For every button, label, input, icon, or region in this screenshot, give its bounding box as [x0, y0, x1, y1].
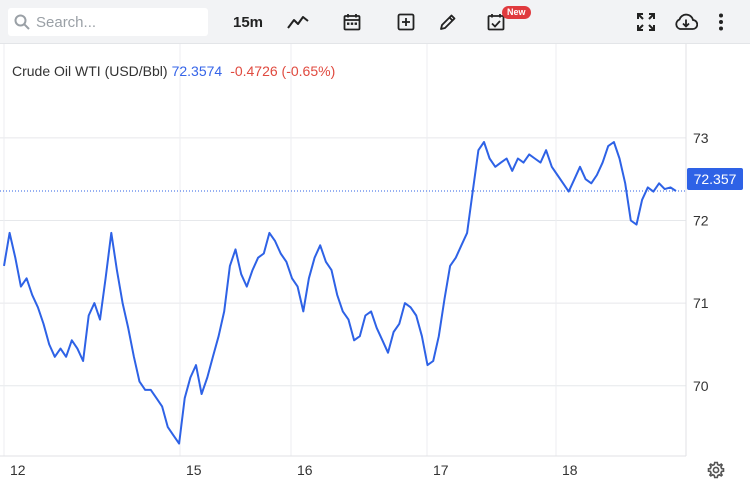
y-tick-label: 71 [693, 295, 709, 311]
events-button[interactable] [482, 8, 510, 36]
price-change: -0.4726 (-0.65%) [230, 63, 336, 79]
add-indicator-icon [397, 13, 415, 31]
symbol-name: Crude Oil WTI (USD/Bbl) [12, 63, 168, 79]
cloud-download-icon [675, 13, 698, 30]
current-price-tag: 72.357 [687, 168, 743, 190]
y-tick-label: 72 [693, 212, 709, 228]
chart-toolbar: 15m New [0, 0, 750, 44]
calendar-check-icon [487, 14, 505, 31]
settings-button[interactable] [707, 461, 725, 484]
chart-legend: Crude Oil WTI (USD/Bbl) 72.3574 -0.4726 (-… [12, 63, 335, 79]
more-vertical-icon [719, 13, 723, 31]
x-tick-label: 15 [186, 462, 202, 478]
x-tick-label: 16 [297, 462, 313, 478]
search-box[interactable] [8, 8, 208, 36]
new-badge: New [502, 6, 531, 19]
calendar-icon [343, 14, 361, 31]
y-tick-label: 73 [693, 130, 709, 146]
price-series-line [3, 141, 677, 445]
search-input[interactable] [36, 12, 202, 32]
download-button[interactable] [671, 8, 701, 36]
pencil-icon [440, 14, 456, 30]
fullscreen-button[interactable] [632, 8, 660, 36]
calendar-button[interactable] [338, 8, 366, 36]
interval-button[interactable]: 15m [232, 13, 264, 31]
fullscreen-icon [637, 13, 655, 31]
search-icon [14, 14, 30, 30]
draw-button[interactable] [434, 8, 462, 36]
gear-icon [707, 461, 725, 479]
price-chart[interactable]: 73 72 71 70 12 15 16 17 18 [0, 44, 750, 486]
y-tick-label: 70 [693, 378, 709, 394]
chart-type-button[interactable] [284, 8, 312, 36]
add-indicator-button[interactable] [392, 8, 420, 36]
last-price: 72.3574 [171, 63, 223, 79]
more-button[interactable] [710, 8, 732, 36]
x-tick-label: 18 [562, 462, 578, 478]
line-chart-icon [287, 16, 309, 29]
x-tick-label: 12 [10, 462, 26, 478]
x-tick-label: 17 [433, 462, 449, 478]
